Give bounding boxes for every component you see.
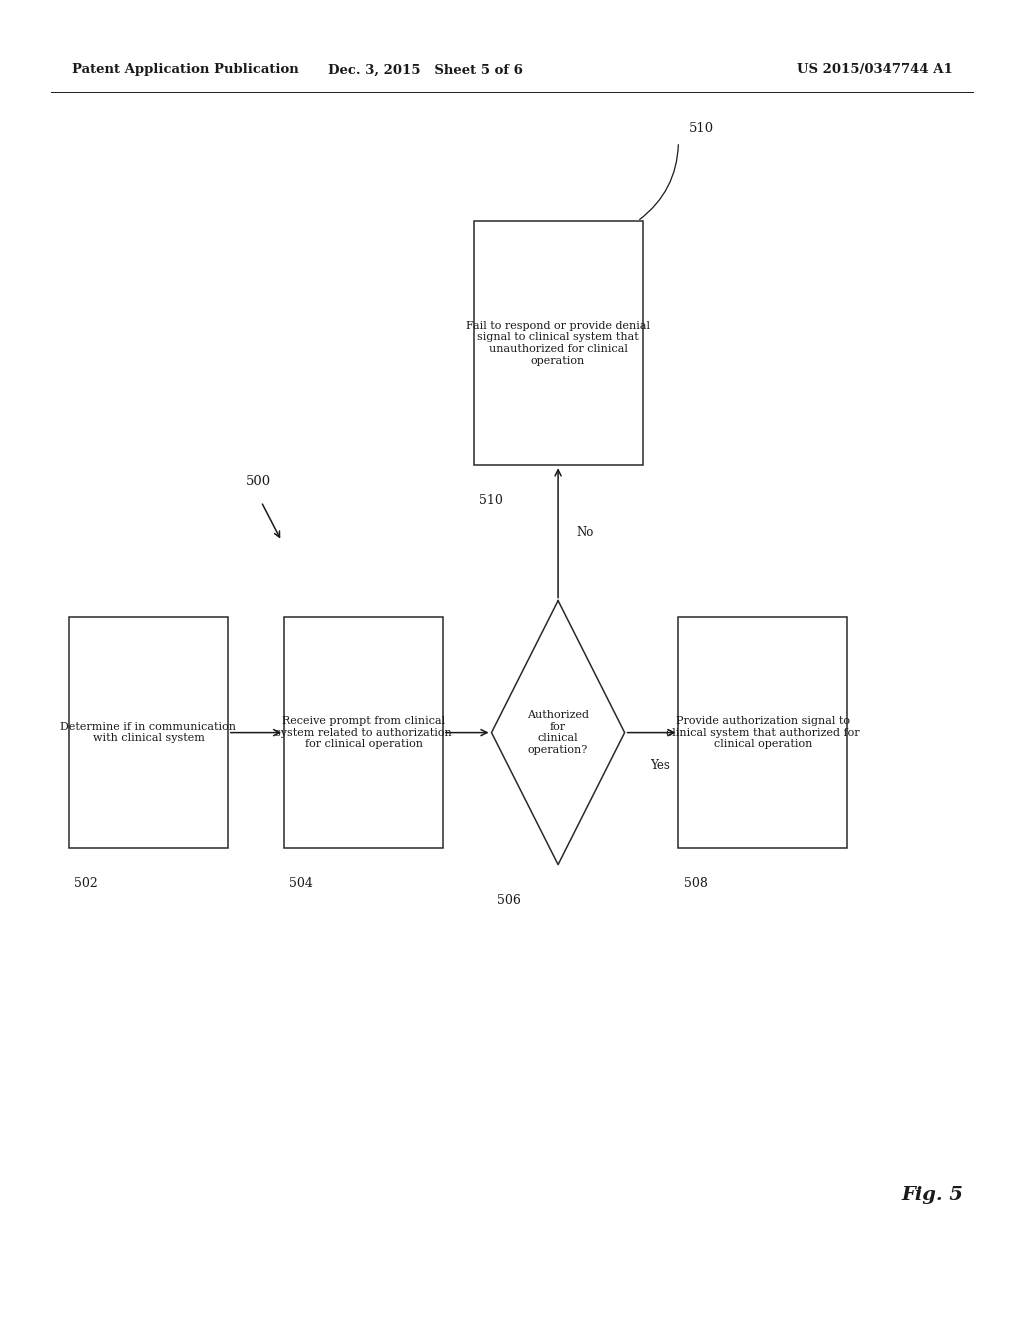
Text: 510: 510: [689, 123, 714, 135]
Text: 504: 504: [289, 876, 313, 890]
Text: 502: 502: [74, 876, 98, 890]
Text: US 2015/0347744 A1: US 2015/0347744 A1: [797, 63, 952, 77]
Text: 506: 506: [497, 894, 520, 907]
Text: Patent Application Publication: Patent Application Publication: [72, 63, 298, 77]
Text: No: No: [577, 527, 594, 540]
Text: Dec. 3, 2015   Sheet 5 of 6: Dec. 3, 2015 Sheet 5 of 6: [328, 63, 522, 77]
Text: Determine if in communication
with clinical system: Determine if in communication with clini…: [60, 722, 237, 743]
FancyBboxPatch shape: [284, 618, 442, 847]
Text: Authorized
for
clinical
operation?: Authorized for clinical operation?: [527, 710, 589, 755]
Text: Receive prompt from clinical
system related to authorization
for clinical operat: Receive prompt from clinical system rela…: [275, 715, 452, 750]
FancyBboxPatch shape: [678, 618, 848, 847]
Text: Fig. 5: Fig. 5: [901, 1185, 964, 1204]
Text: 500: 500: [246, 475, 271, 488]
Text: Fail to respond or provide denial
signal to clinical system that
unauthorized fo: Fail to respond or provide denial signal…: [466, 321, 650, 366]
FancyBboxPatch shape: [473, 220, 643, 466]
Text: 510: 510: [479, 495, 503, 507]
Text: Yes: Yes: [650, 759, 670, 772]
Text: 508: 508: [684, 876, 708, 890]
Text: Provide authorization signal to
clinical system that authorized for
clinical ope: Provide authorization signal to clinical…: [666, 715, 860, 750]
FancyBboxPatch shape: [69, 618, 227, 847]
